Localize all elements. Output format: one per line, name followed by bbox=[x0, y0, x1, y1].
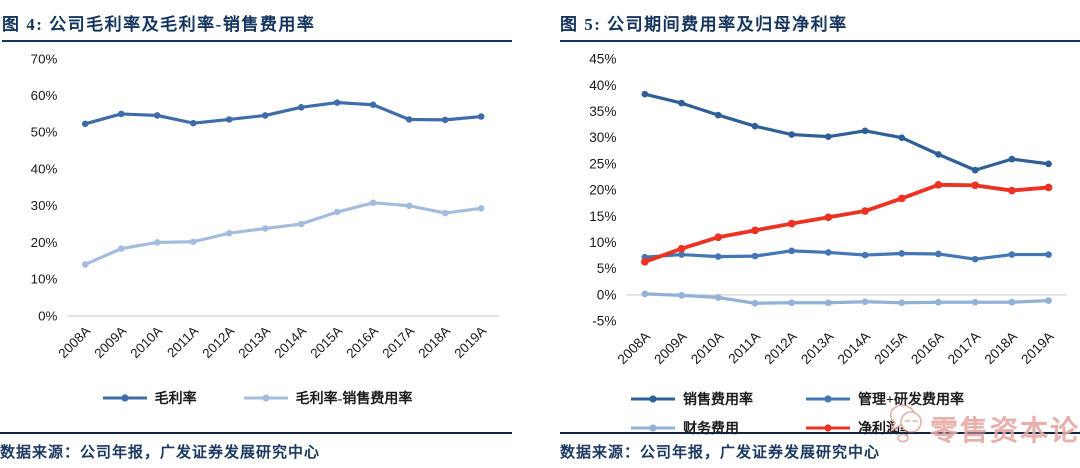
legend-line-marker bbox=[102, 394, 147, 402]
x-tick-label: 2015A bbox=[872, 328, 911, 367]
x-tick-label: 2017A bbox=[379, 323, 417, 361]
y-tick-label: 10% bbox=[31, 272, 58, 287]
figure-5-title: 图 5: 公司期间费用率及归母净利率 bbox=[560, 6, 1080, 42]
x-tick-label: 2014A bbox=[835, 328, 874, 367]
legend-label: 毛利率-销售费用率 bbox=[295, 392, 413, 408]
x-tick-label: 2016A bbox=[908, 328, 947, 367]
x-tick-label: 2008A bbox=[615, 328, 654, 367]
figure-4-panel: 图 4: 公司毛利率及毛利率-销售费用率 0% 10% 20% 30% 40% 50% 60… bbox=[0, 6, 512, 462]
x-tick-label: 2010A bbox=[688, 328, 727, 367]
legend-item: 毛利率 bbox=[102, 388, 197, 408]
legend-label: 毛利率 bbox=[154, 392, 197, 408]
series-销售费用率 bbox=[641, 90, 1052, 174]
y-tick-label: 35% bbox=[589, 104, 616, 119]
y-tick-label: 50% bbox=[31, 125, 58, 140]
y-tick-label: 20% bbox=[31, 235, 58, 250]
expense-ratio-line-chart: -5% 0% 5% 10% 15% 20% 25% 30% 35% 40% 45% 2008A 2009… bbox=[560, 50, 1080, 385]
x-tick-label: 2012A bbox=[199, 323, 237, 361]
x-tick-label: 2014A bbox=[271, 323, 309, 361]
y-tick-label: 20% bbox=[589, 183, 616, 198]
x-tick-label: 2017A bbox=[945, 328, 984, 367]
figure-4-legend: 毛利率 毛利率-销售费用率 bbox=[2, 388, 512, 408]
x-tick-label: 2011A bbox=[164, 323, 201, 360]
figure-5-panel: 图 5: 公司期间费用率及归母净利率 -5% 0% 5% 10% 15% 20% 25% 30… bbox=[540, 0, 1080, 468]
y-tick-label: 60% bbox=[31, 88, 58, 103]
y-tick-label: 40% bbox=[31, 161, 58, 176]
footer-divider bbox=[0, 432, 512, 434]
y-tick-label: 25% bbox=[589, 156, 616, 171]
y-tick-label: 10% bbox=[589, 235, 616, 250]
legend-item: 管理+研发费用率 bbox=[805, 389, 1010, 409]
gross-margin-line-chart: 0% 10% 20% 30% 40% 50% 60% 70% 2008A 2009A 2010A 20… bbox=[2, 50, 512, 378]
series-净利润率 bbox=[641, 181, 1053, 266]
series-毛利率-销售费用率 bbox=[81, 199, 485, 268]
y-tick-label: 30% bbox=[31, 198, 58, 213]
y-tick-label: 45% bbox=[589, 52, 616, 67]
axis-labels: 0%10%20%30%40%50%60%70%2008A2009A2010A20… bbox=[31, 51, 490, 361]
gross-margin-chart-svg: 0%10%20%30%40%50%60%70%2008A2009A2010A20… bbox=[31, 51, 500, 361]
series-管理+研发费用率 bbox=[641, 247, 1052, 263]
x-tick-label: 2013A bbox=[235, 323, 273, 361]
x-tick-label: 2011A bbox=[725, 328, 763, 366]
footer-divider bbox=[560, 432, 1080, 434]
y-tick-label: 15% bbox=[589, 209, 616, 224]
legend-line-marker bbox=[631, 394, 675, 403]
x-tick-label: 2012A bbox=[761, 328, 800, 367]
figure-5-footer: 数据来源：公司年报，广发证券发展研究中心 bbox=[560, 432, 1080, 462]
x-tick-label: 2015A bbox=[307, 323, 345, 361]
x-tick-label: 2016A bbox=[343, 323, 381, 361]
y-tick-label: 0% bbox=[38, 308, 57, 323]
data-source-note: 数据来源：公司年报，广发证券发展研究中心 bbox=[560, 445, 881, 461]
x-tick-label: 2018A bbox=[982, 328, 1021, 367]
y-tick-label: -5% bbox=[592, 314, 616, 329]
x-tick-label: 2019A bbox=[451, 323, 489, 361]
series-毛利率 bbox=[81, 99, 485, 128]
expense-ratio-chart-svg: -5% 0% 5% 10% 15% 20% 25% 30% 35% 40% 45% 2008A2009… bbox=[589, 52, 1067, 367]
legend-line-marker bbox=[806, 394, 850, 403]
legend-line-marker bbox=[806, 423, 850, 432]
x-tick-label: 2008A bbox=[55, 323, 93, 361]
legend-label: 管理+研发费用率 bbox=[858, 392, 964, 408]
legend-label: 销售费用率 bbox=[683, 392, 753, 408]
y-tick-label: 40% bbox=[589, 78, 616, 93]
x-tick-label: 2019A bbox=[1018, 328, 1057, 367]
y-tick-label: 5% bbox=[597, 261, 617, 276]
y-tick-label: 0% bbox=[597, 287, 617, 302]
y-tick-label: 70% bbox=[31, 51, 58, 66]
legend-item: 销售费用率 bbox=[630, 389, 805, 409]
x-tick-label: 2009A bbox=[651, 328, 690, 367]
data-source-note: 数据来源：公司年报，广发证券发展研究中心 bbox=[0, 445, 321, 461]
figure-4-footer: 数据来源：公司年报，广发证券发展研究中心 bbox=[0, 432, 512, 462]
legend-line-marker bbox=[631, 423, 675, 432]
figure-4-title: 图 4: 公司毛利率及毛利率-销售费用率 bbox=[2, 6, 512, 42]
x-tick-label: 2018A bbox=[415, 323, 453, 361]
y-tick-label: 30% bbox=[589, 130, 616, 145]
x-tick-label: 2009A bbox=[91, 323, 129, 361]
legend-item: 毛利率-销售费用率 bbox=[243, 388, 413, 408]
x-tick-label: 2013A bbox=[798, 328, 837, 367]
figure-5-legend: 销售费用率 管理+研发费用率 财务费用 净利润率 bbox=[560, 389, 1080, 438]
legend-line-marker bbox=[243, 394, 288, 402]
series-财务费用 bbox=[641, 290, 1052, 307]
x-tick-label: 2010A bbox=[127, 323, 165, 361]
